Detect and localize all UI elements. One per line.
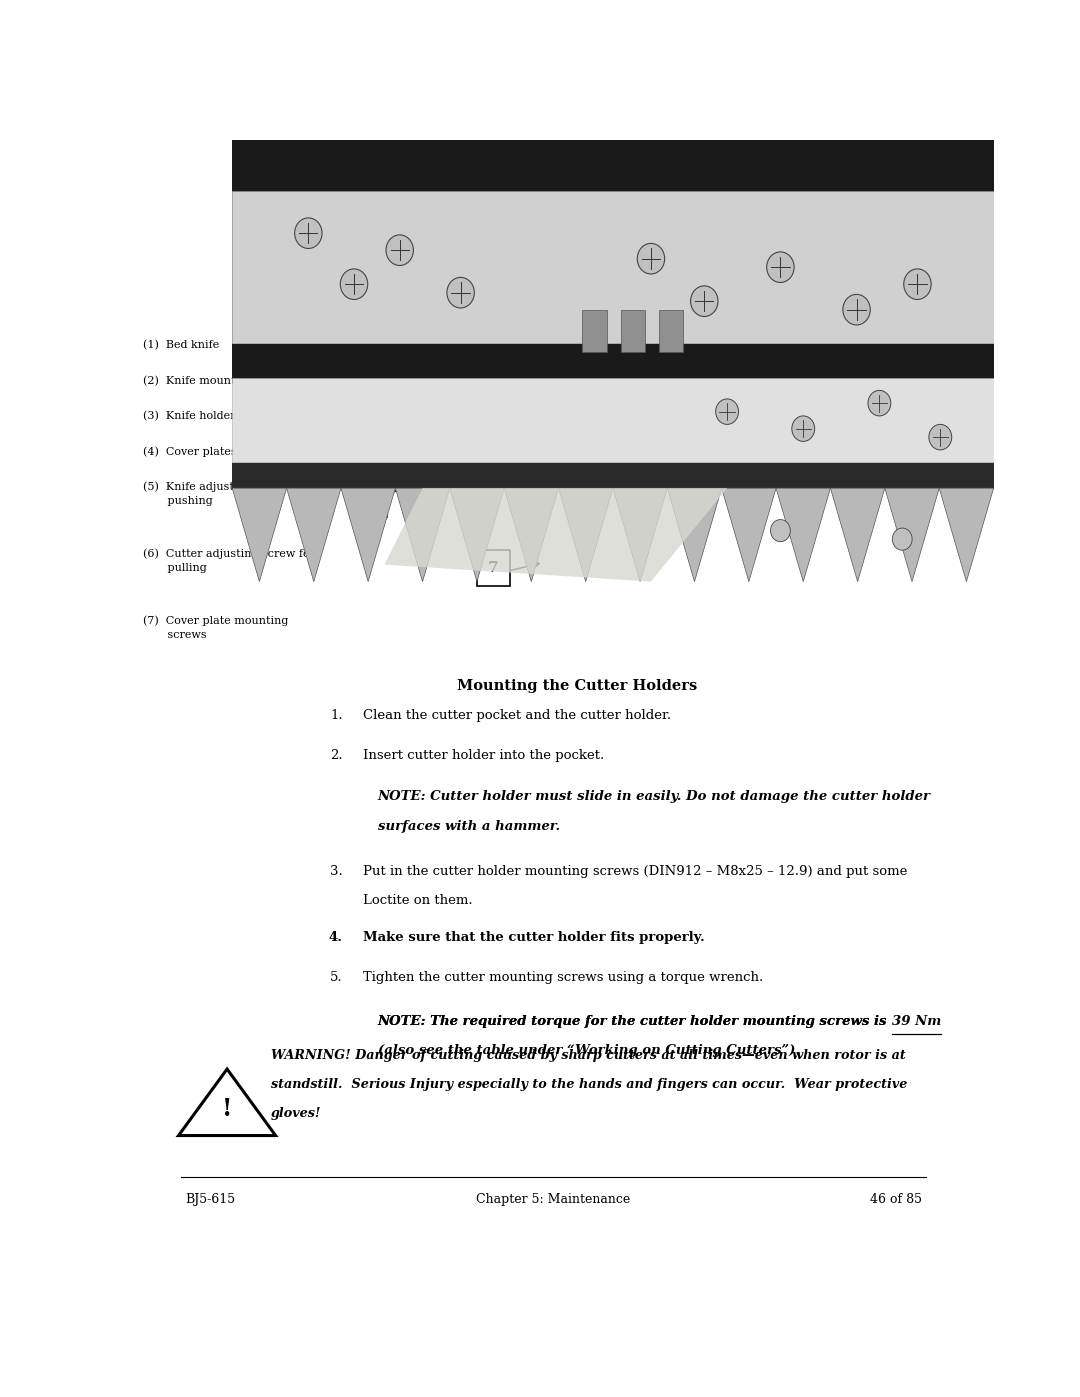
Text: 5.: 5. <box>330 971 342 983</box>
Text: NOTE: Cutter holder must slide in easily. Do not damage the cutter holder: NOTE: Cutter holder must slide in easily… <box>378 791 931 803</box>
Text: standstill.  Serious Injury especially to the hands and fingers can occur.  Wear: standstill. Serious Injury especially to… <box>271 1077 907 1091</box>
Circle shape <box>295 218 322 249</box>
Bar <box>582 310 607 352</box>
Text: (6)  Cutter adjusting screw for
       pulling: (6) Cutter adjusting screw for pulling <box>144 549 315 573</box>
Text: WARNING! Danger of cutting caused by sharp cutters at all times—even when rotor : WARNING! Danger of cutting caused by sha… <box>271 1049 905 1062</box>
Text: NOTE: The required torque for the cutter holder mounting screws is: NOTE: The required torque for the cutter… <box>378 1016 892 1028</box>
Polygon shape <box>831 488 885 581</box>
Bar <box>659 310 683 352</box>
Circle shape <box>904 268 931 299</box>
Polygon shape <box>384 488 727 581</box>
Text: Mounting the Cutter Holders: Mounting the Cutter Holders <box>457 679 698 693</box>
Circle shape <box>770 520 791 542</box>
Text: 39 Nm: 39 Nm <box>892 1016 941 1028</box>
FancyBboxPatch shape <box>401 341 433 377</box>
Polygon shape <box>504 488 558 581</box>
Text: 4: 4 <box>772 383 783 397</box>
Text: !: ! <box>221 1097 232 1120</box>
Circle shape <box>340 268 367 299</box>
Text: Chapter 5: Maintenance: Chapter 5: Maintenance <box>476 1193 631 1206</box>
Text: (also see the table under “Working on Cutting Cutters”).: (also see the table under “Working on Cu… <box>378 1045 799 1058</box>
Text: surfaces with a hammer.: surfaces with a hammer. <box>378 820 559 833</box>
FancyBboxPatch shape <box>761 372 794 408</box>
Text: 1.: 1. <box>330 708 342 722</box>
Circle shape <box>767 251 794 282</box>
Text: Insert cutter holder into the pocket.: Insert cutter holder into the pocket. <box>363 749 604 761</box>
Circle shape <box>690 286 718 317</box>
Polygon shape <box>178 1069 275 1136</box>
Polygon shape <box>395 488 449 581</box>
Polygon shape <box>613 488 667 581</box>
Polygon shape <box>232 140 994 191</box>
Circle shape <box>792 416 814 441</box>
Text: 4.: 4. <box>328 932 342 944</box>
Polygon shape <box>232 344 994 377</box>
Polygon shape <box>232 462 994 488</box>
Polygon shape <box>885 488 940 581</box>
Text: standstill.  Serious Injury especially to the hands and fingers can occur.  Wear: standstill. Serious Injury especially to… <box>256 242 893 254</box>
Text: (5)  Knife adjusting screw for
       pushing: (5) Knife adjusting screw for pushing <box>144 482 309 506</box>
Text: Clean the cutter pocket and the cutter holder.: Clean the cutter pocket and the cutter h… <box>363 708 671 722</box>
Circle shape <box>386 235 414 265</box>
Bar <box>621 310 645 352</box>
Polygon shape <box>777 488 831 581</box>
FancyBboxPatch shape <box>477 549 510 587</box>
Text: Make sure that the cutter holder fits properly.: Make sure that the cutter holder fits pr… <box>363 932 704 944</box>
Text: 3.: 3. <box>329 865 342 877</box>
Polygon shape <box>341 488 395 581</box>
Text: BJ5-615: BJ5-615 <box>186 1193 235 1206</box>
Text: 7: 7 <box>488 560 499 574</box>
Polygon shape <box>449 488 504 581</box>
Text: 1: 1 <box>366 492 376 506</box>
Polygon shape <box>667 488 721 581</box>
Circle shape <box>447 278 474 307</box>
Text: 2: 2 <box>411 352 422 366</box>
Text: (2)  Knife mounting screws: (2) Knife mounting screws <box>144 376 296 386</box>
FancyBboxPatch shape <box>354 481 388 517</box>
Text: WARNING! Danger of cutting caused by sharp cutters at all times—even when rotor : WARNING! Danger of cutting caused by sha… <box>256 219 891 232</box>
Text: 5: 5 <box>607 314 618 328</box>
Polygon shape <box>286 488 341 581</box>
Text: 46 of 85: 46 of 85 <box>869 1193 922 1206</box>
Polygon shape <box>232 488 286 581</box>
Text: NOTE: The required torque for the cutter holder mounting screws is: NOTE: The required torque for the cutter… <box>378 1016 892 1028</box>
Circle shape <box>716 400 739 425</box>
FancyBboxPatch shape <box>596 303 629 339</box>
FancyBboxPatch shape <box>642 341 674 377</box>
Polygon shape <box>232 377 994 462</box>
Text: gloves!: gloves! <box>271 1106 321 1120</box>
Text: Loctite on them.: Loctite on them. <box>363 894 472 907</box>
Circle shape <box>842 295 870 326</box>
Polygon shape <box>558 488 613 581</box>
Text: (4)  Cover plates: (4) Cover plates <box>144 446 237 457</box>
Circle shape <box>892 528 913 550</box>
Text: gloves!: gloves! <box>256 264 307 278</box>
Polygon shape <box>721 488 777 581</box>
Polygon shape <box>940 488 994 581</box>
Text: 6: 6 <box>584 274 595 288</box>
Text: (3)  Knife holder: (3) Knife holder <box>144 411 235 420</box>
Text: (7)  Cover plate mounting
       screws: (7) Cover plate mounting screws <box>144 615 288 640</box>
Text: Tighten the cutter mounting screws using a torque wrench.: Tighten the cutter mounting screws using… <box>363 971 762 983</box>
Circle shape <box>868 390 891 416</box>
Text: (1)  Bed knife: (1) Bed knife <box>144 339 219 351</box>
Text: 2.: 2. <box>330 749 342 761</box>
Polygon shape <box>232 191 994 344</box>
Circle shape <box>637 243 664 274</box>
Text: 3: 3 <box>652 352 663 366</box>
Text: Put in the cutter holder mounting screws (DIN912 – M8x25 – 12.9) and put some: Put in the cutter holder mounting screws… <box>363 865 907 877</box>
Circle shape <box>929 425 951 450</box>
FancyBboxPatch shape <box>573 263 606 299</box>
